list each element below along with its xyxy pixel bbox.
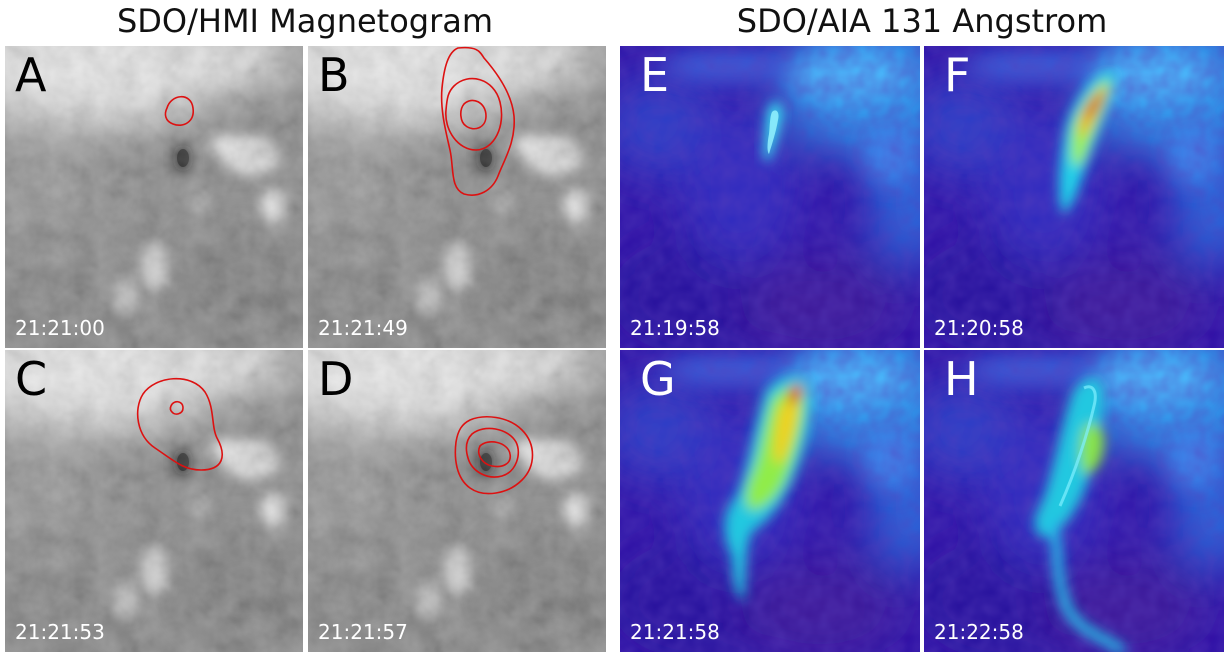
aia-title: SDO/AIA 131 Angstrom	[736, 2, 1108, 40]
panel-letter-f: F	[944, 48, 971, 102]
timestamp-a: 21:21:00	[15, 316, 105, 340]
contour-b	[440, 46, 515, 196]
panel-letter-h: H	[944, 352, 979, 406]
aia-image	[924, 350, 1224, 652]
contour-a	[164, 95, 194, 126]
magnetogram-image	[5, 350, 303, 652]
panel-letter-g: G	[640, 352, 676, 406]
timestamp-d: 21:21:57	[318, 620, 408, 644]
panel-g: G 21:21:58	[620, 350, 920, 652]
panel-letter-d: D	[318, 352, 354, 406]
panel-letter-a: A	[15, 48, 47, 102]
panel-letter-e: E	[640, 48, 670, 102]
panel-letter-c: C	[15, 352, 48, 406]
timestamp-c: 21:21:53	[15, 620, 105, 644]
panel-d: D 21:21:57	[308, 350, 606, 652]
panel-f: F 21:20:58	[924, 46, 1224, 348]
timestamp-e: 21:19:58	[630, 316, 720, 340]
hmi-title: SDO/HMI Magnetogram	[116, 2, 494, 40]
aia-image	[924, 46, 1224, 348]
aia-image	[620, 46, 920, 348]
panel-a: A 21:21:00	[5, 46, 303, 348]
panel-e: E 21:19:58	[620, 46, 920, 348]
panel-letter-b: B	[318, 48, 350, 102]
timestamp-f: 21:20:58	[934, 316, 1024, 340]
timestamp-g: 21:21:58	[630, 620, 720, 644]
timestamp-h: 21:22:58	[934, 620, 1024, 644]
panel-c: C 21:21:53	[5, 350, 303, 652]
magnetogram-image	[308, 46, 606, 348]
panel-b: B 21:21:49	[308, 46, 606, 348]
contour-d	[454, 416, 534, 495]
timestamp-b: 21:21:49	[318, 316, 408, 340]
aia-image	[620, 350, 920, 652]
magnetogram-image	[308, 350, 606, 652]
magnetogram-image	[5, 46, 303, 348]
contour-c	[136, 377, 223, 471]
panel-h: H 21:22:58	[924, 350, 1224, 652]
